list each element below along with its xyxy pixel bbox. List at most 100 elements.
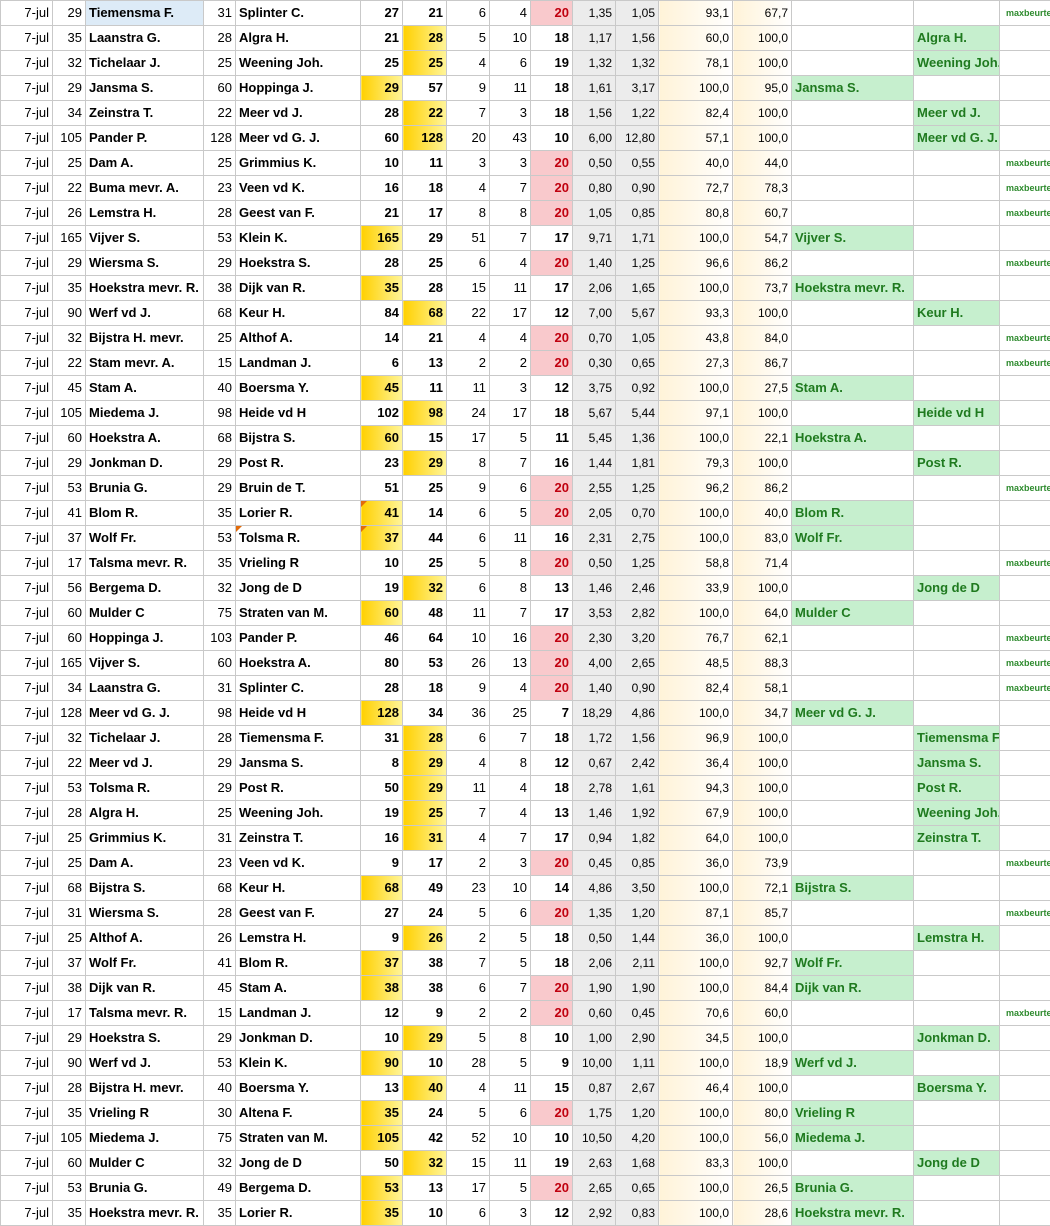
cell-player2[interactable]: Hoekstra S. (235, 250, 361, 276)
cell-pct1[interactable]: 93,1 (658, 0, 733, 26)
cell-winner1[interactable] (791, 150, 914, 176)
cell-car2[interactable]: 15 (203, 350, 236, 376)
cell-pts2[interactable]: 29 (402, 775, 447, 801)
cell-turns[interactable]: 18 (530, 400, 573, 426)
cell-avg1[interactable]: 1,90 (572, 975, 616, 1001)
cell-hs2[interactable]: 4 (489, 325, 531, 351)
cell-avg1[interactable]: 7,00 (572, 300, 616, 326)
cell-car2[interactable]: 68 (203, 300, 236, 326)
cell-car2[interactable]: 60 (203, 75, 236, 101)
cell-player1[interactable]: Wolf Fr. (85, 525, 204, 551)
cell-winner2[interactable] (913, 850, 1000, 876)
cell-turns[interactable]: 20 (530, 350, 573, 376)
cell-pts2[interactable]: 64 (402, 625, 447, 651)
cell-player2[interactable]: Splinter C. (235, 675, 361, 701)
cell-turns[interactable]: 18 (530, 100, 573, 126)
cell-car1[interactable]: 105 (52, 400, 86, 426)
cell-note[interactable] (999, 875, 1050, 901)
cell-player2[interactable]: Post R. (235, 775, 361, 801)
cell-pct2[interactable]: 18,9 (732, 1050, 792, 1076)
cell-hs2[interactable]: 10 (489, 25, 531, 51)
cell-hs2[interactable]: 11 (489, 1075, 531, 1101)
cell-date[interactable]: 7-jul (0, 450, 53, 476)
cell-avg1[interactable]: 0,50 (572, 925, 616, 951)
cell-pct1[interactable]: 97,1 (658, 400, 733, 426)
cell-pts2[interactable]: 18 (402, 175, 447, 201)
cell-hs1[interactable]: 11 (446, 600, 490, 626)
cell-pts2[interactable]: 10 (402, 1050, 447, 1076)
cell-avg2[interactable]: 2,42 (615, 750, 659, 776)
cell-avg2[interactable]: 1,56 (615, 25, 659, 51)
cell-pct2[interactable]: 100,0 (732, 100, 792, 126)
cell-note[interactable] (999, 400, 1050, 426)
cell-date[interactable]: 7-jul (0, 425, 53, 451)
cell-player1[interactable]: Dam A. (85, 150, 204, 176)
cell-avg2[interactable]: 1,61 (615, 775, 659, 801)
cell-hs1[interactable]: 22 (446, 300, 490, 326)
cell-pct1[interactable]: 100,0 (658, 375, 733, 401)
cell-winner2[interactable]: Boersma Y. (913, 1075, 1000, 1101)
cell-car2[interactable]: 31 (203, 825, 236, 851)
cell-note[interactable] (999, 275, 1050, 301)
cell-car2[interactable]: 41 (203, 950, 236, 976)
cell-turns[interactable]: 20 (530, 900, 573, 926)
cell-car1[interactable]: 32 (52, 50, 86, 76)
cell-car1[interactable]: 25 (52, 925, 86, 951)
cell-hs1[interactable]: 2 (446, 850, 490, 876)
cell-date[interactable]: 7-jul (0, 50, 53, 76)
cell-hs1[interactable]: 4 (446, 750, 490, 776)
cell-turns[interactable]: 10 (530, 125, 573, 151)
cell-hs2[interactable]: 5 (489, 950, 531, 976)
cell-pts1[interactable]: 60 (360, 425, 403, 451)
cell-date[interactable]: 7-jul (0, 300, 53, 326)
cell-player1[interactable]: Pander P. (85, 125, 204, 151)
cell-winner2[interactable] (913, 650, 1000, 676)
cell-pts1[interactable]: 31 (360, 725, 403, 751)
cell-hs2[interactable]: 7 (489, 175, 531, 201)
cell-avg2[interactable]: 0,90 (615, 675, 659, 701)
cell-pts2[interactable]: 57 (402, 75, 447, 101)
cell-pct2[interactable]: 100,0 (732, 825, 792, 851)
cell-winner1[interactable]: Wolf Fr. (791, 525, 914, 551)
cell-player2[interactable]: Stam A. (235, 975, 361, 1001)
cell-hs1[interactable]: 5 (446, 900, 490, 926)
cell-car2[interactable]: 40 (203, 375, 236, 401)
cell-car2[interactable]: 103 (203, 625, 236, 651)
cell-pts2[interactable]: 21 (402, 325, 447, 351)
cell-pct1[interactable]: 79,3 (658, 450, 733, 476)
cell-pct1[interactable]: 58,8 (658, 550, 733, 576)
cell-pct1[interactable]: 100,0 (658, 875, 733, 901)
cell-player1[interactable]: Wiersma S. (85, 900, 204, 926)
cell-turns[interactable]: 12 (530, 375, 573, 401)
cell-player1[interactable]: Vijver S. (85, 225, 204, 251)
cell-date[interactable]: 7-jul (0, 525, 53, 551)
cell-pct1[interactable]: 100,0 (658, 975, 733, 1001)
cell-car2[interactable]: 128 (203, 125, 236, 151)
cell-hs2[interactable]: 4 (489, 675, 531, 701)
cell-winner2[interactable] (913, 325, 1000, 351)
cell-note[interactable] (999, 1075, 1050, 1101)
cell-pts1[interactable]: 19 (360, 575, 403, 601)
cell-pts1[interactable]: 35 (360, 1100, 403, 1126)
cell-pts1[interactable]: 68 (360, 875, 403, 901)
cell-avg1[interactable]: 6,00 (572, 125, 616, 151)
cell-pts1[interactable]: 23 (360, 450, 403, 476)
cell-avg2[interactable]: 1,32 (615, 50, 659, 76)
cell-winner1[interactable] (791, 550, 914, 576)
cell-pct1[interactable]: 100,0 (658, 1200, 733, 1226)
cell-player2[interactable]: Jonkman D. (235, 1025, 361, 1051)
cell-avg2[interactable]: 0,85 (615, 200, 659, 226)
cell-date[interactable]: 7-jul (0, 500, 53, 526)
cell-pct2[interactable]: 100,0 (732, 1025, 792, 1051)
cell-pts1[interactable]: 13 (360, 1075, 403, 1101)
cell-note[interactable] (999, 825, 1050, 851)
cell-car2[interactable]: 28 (203, 200, 236, 226)
cell-pts2[interactable]: 29 (402, 1025, 447, 1051)
cell-pts2[interactable]: 25 (402, 250, 447, 276)
cell-pct1[interactable]: 96,9 (658, 725, 733, 751)
cell-car1[interactable]: 29 (52, 0, 86, 26)
cell-pct1[interactable]: 96,2 (658, 475, 733, 501)
cell-avg2[interactable]: 0,90 (615, 175, 659, 201)
cell-winner2[interactable] (913, 1175, 1000, 1201)
cell-pct1[interactable]: 100,0 (658, 1050, 733, 1076)
